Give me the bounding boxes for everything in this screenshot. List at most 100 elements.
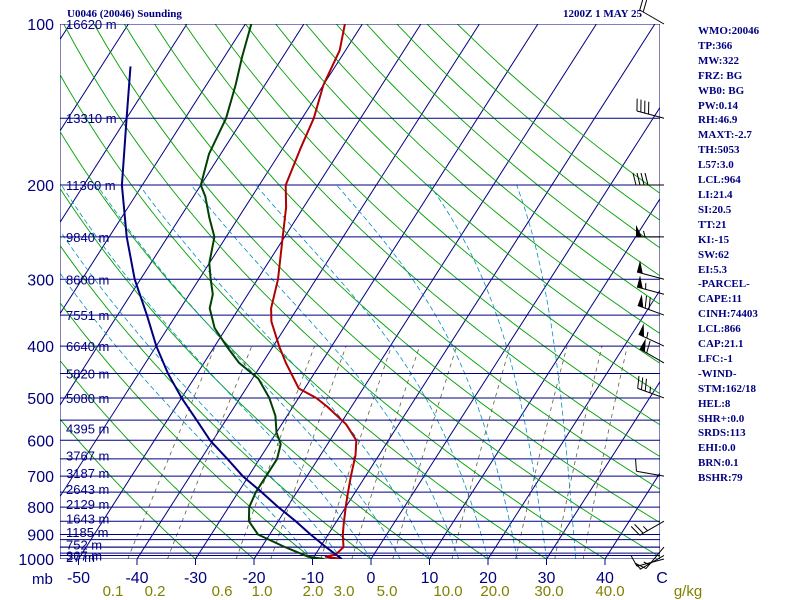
height-label: 11360 m: [66, 178, 116, 193]
plot-frame: [60, 24, 660, 559]
height-label: 367 m: [66, 548, 102, 563]
index-11: LI:21.4: [698, 188, 733, 201]
station-title: U0046 (20046) Sounding: [67, 8, 182, 20]
pressure-label: 600: [27, 433, 54, 450]
dry-adiabat: [214, 24, 660, 426]
trace-temperature: [270, 24, 358, 559]
pressure-unit-label: mb: [32, 571, 53, 588]
wind-barb: [639, 0, 665, 25]
temp-label: 30: [538, 570, 556, 587]
isotherm-line: [253, 24, 597, 559]
height-label: 4395 m: [66, 421, 109, 436]
wind-barb: [636, 260, 665, 280]
temp-label: -40: [125, 570, 148, 587]
dry-adiabat: [60, 244, 372, 559]
index-23: -WIND-: [698, 367, 737, 380]
mixing-ratio-label: 3.0: [334, 583, 355, 600]
height-label: 27 m: [66, 550, 95, 565]
height-label: 8600 m: [66, 272, 109, 287]
pressure-label: 700: [27, 469, 54, 486]
index-28: EHI:0.0: [698, 442, 736, 455]
mixing-ratio-label: 0.2: [145, 583, 166, 600]
height-label: 13310 m: [66, 111, 117, 126]
dry-adiabat: [305, 24, 660, 335]
isotherm-line: [60, 24, 246, 315]
isotherm-line: [60, 24, 129, 132]
wind-barb: [637, 294, 665, 316]
mixing-ratio-label: 2.0: [303, 583, 324, 600]
mixing-ratio-line: [167, 345, 253, 559]
index-30: BSHR:79: [698, 472, 743, 485]
pressure-label: 1000: [18, 552, 54, 569]
mixing-ratio-line: [451, 345, 511, 559]
index-18: CAPE:11: [698, 293, 742, 306]
mixing-ratio-label: 0.6: [212, 583, 233, 600]
index-7: MAXT:-2.7: [698, 129, 752, 142]
dry-adiabat: [60, 130, 489, 559]
height-label: 2129 m: [66, 497, 109, 512]
dry-adiabat: [60, 301, 314, 559]
mixing-ratio-unit: g/kg: [674, 583, 702, 600]
index-13: TT:21: [698, 218, 727, 231]
pressure-label: 300: [27, 272, 54, 289]
index-20: LCL:866: [698, 323, 741, 336]
pressure-label: 800: [27, 500, 54, 517]
wind-barb: [636, 224, 664, 238]
height-label: 2643 m: [66, 482, 109, 497]
dry-adiabat: [123, 24, 660, 524]
wind-barb: [636, 98, 665, 119]
mixing-ratio-label: 40.0: [595, 583, 624, 600]
isotherm-line: [312, 24, 656, 559]
isotherm-line: [546, 380, 660, 559]
height-label: 3187 m: [66, 466, 109, 481]
mixing-ratio-label: 1.0: [252, 583, 273, 600]
isotherm-line: [136, 24, 480, 559]
index-3: FRZ: BG: [698, 69, 743, 82]
temp-label: -10: [301, 570, 324, 587]
wind-barb: [635, 458, 665, 477]
trace-parcel: [120, 66, 343, 559]
temp-label: 20: [479, 570, 497, 587]
isotherm-line: [0, 24, 11, 559]
mixing-ratio-label: 30.0: [534, 583, 563, 600]
isotherm-line: [195, 24, 539, 559]
temp-label: 0: [367, 570, 376, 587]
height-label: 1185 m: [66, 525, 108, 540]
pressure-label: 500: [27, 391, 54, 408]
index-12: SI:20.5: [698, 203, 732, 216]
isotherm-line: [429, 197, 660, 559]
pressure-label: 400: [27, 339, 54, 356]
index-5: PW:0.14: [698, 99, 739, 112]
index-19: CINH:74403: [698, 308, 758, 321]
height-label: 752 m: [66, 538, 102, 553]
dry-adiabat: [184, 24, 660, 458]
index-2: MW:322: [698, 54, 739, 67]
temp-unit-label: C: [656, 570, 668, 587]
mixing-ratio-label: 10.0: [433, 583, 462, 600]
moist-adiabat: [60, 230, 343, 559]
wind-barb: [639, 338, 665, 364]
index-25: HEL:8: [698, 397, 731, 410]
dry-adiabat: [93, 24, 660, 558]
height-label: 5080 m: [66, 391, 109, 406]
mixing-ratio-label: 5.0: [377, 583, 398, 600]
moist-adiabat: [139, 184, 430, 559]
temp-label: -30: [184, 570, 207, 587]
temp-label: -50: [67, 570, 90, 587]
index-27: SRDS:113: [698, 427, 746, 440]
mixing-ratio-line: [554, 346, 603, 559]
mixing-ratio-label: 0.1: [103, 583, 124, 600]
dry-adiabat: [154, 24, 660, 490]
index-14: KI:-15: [698, 233, 730, 246]
isotherm-line: [60, 24, 188, 224]
stability-index-panel: WMO:20046 TP:366 MW:322 FRZ: BG WB0: BG PW:0.…: [698, 24, 798, 486]
wind-barb: [636, 275, 665, 295]
isotherm-line: [78, 24, 422, 559]
dry-adiabat: [366, 24, 660, 277]
dry-adiabat: [275, 24, 660, 364]
index-26: SHR+:0.0: [698, 412, 745, 425]
dry-adiabat: [60, 73, 548, 559]
wind-barb: [634, 546, 665, 569]
index-0: WMO:20046: [698, 25, 760, 37]
